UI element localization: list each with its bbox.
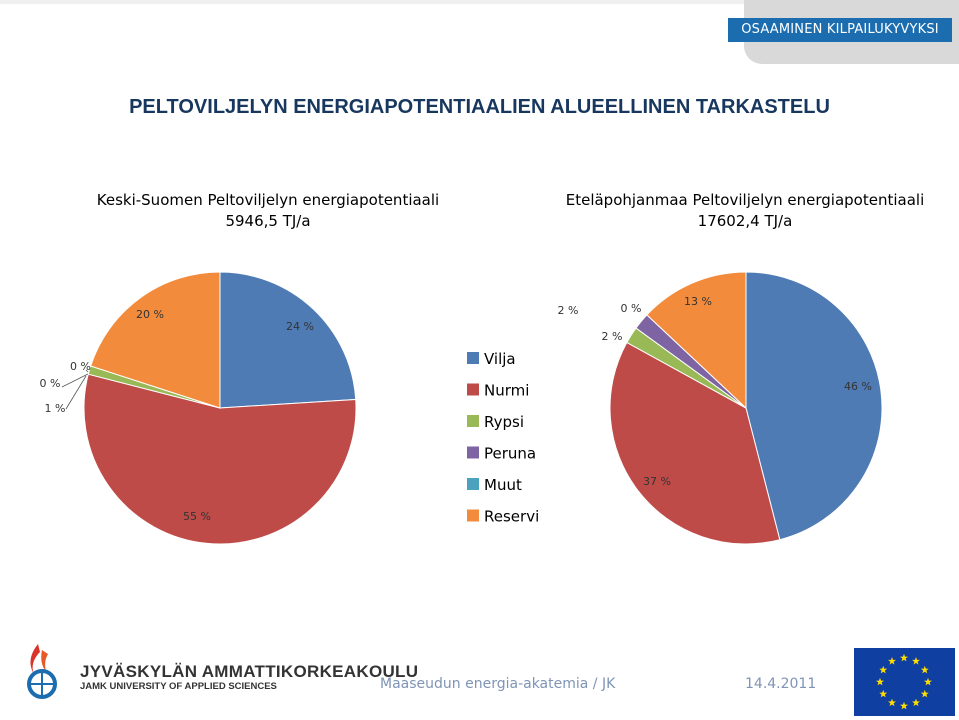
footer-text: Maaseudun energia-akatemia / JK bbox=[380, 676, 616, 692]
pie2-slice-vilja bbox=[745, 271, 883, 541]
pie1-leader-rypsi bbox=[65, 375, 87, 410]
legend-label-rypsi: Rypsi bbox=[484, 413, 524, 431]
legend-label-peruna: Peruna bbox=[484, 445, 536, 463]
jamk-name: JYVÄSKYLÄN AMMATTIKORKEAKOULU bbox=[80, 662, 419, 681]
eu-star-icon bbox=[888, 657, 896, 665]
legend-swatch-vilja bbox=[467, 352, 479, 364]
legend-swatch-peruna bbox=[467, 446, 479, 459]
pie1-label-peruna: 0 % bbox=[70, 360, 91, 373]
eu-star-icon bbox=[879, 689, 888, 698]
pie1-slice-reservi bbox=[90, 271, 221, 409]
eu-star-icon bbox=[920, 665, 929, 674]
legend-swatch-nurmi bbox=[467, 383, 479, 396]
chart-title-left-sub: 5946,5 TJ/a bbox=[225, 212, 311, 230]
pie2-slice-nurmi bbox=[609, 341, 781, 545]
eu-star-icon bbox=[920, 689, 929, 698]
pie2-label-rypsi: 2 % bbox=[602, 330, 623, 343]
legend-label-vilja: Vilja bbox=[484, 350, 516, 368]
chart-title-left: Keski-Suomen Peltoviljelyn energiapotent… bbox=[68, 190, 468, 232]
chart-title-right-sub: 17602,4 TJ/a bbox=[697, 212, 793, 230]
legend-swatch-muut bbox=[467, 478, 479, 490]
pie1-label-muut: 0 % bbox=[40, 377, 61, 390]
eu-star-icon bbox=[900, 701, 908, 710]
chart-title-left-main: Keski-Suomen Peltoviljelyn energiapotent… bbox=[96, 191, 440, 209]
pie2-slice-reservi bbox=[646, 271, 747, 410]
jamk-logo: JYVÄSKYLÄN AMMATTIKORKEAKOULU JAMK UNIVE… bbox=[20, 640, 418, 700]
eu-star-icon bbox=[924, 677, 932, 686]
footer-date: 14.4.2011 bbox=[745, 676, 817, 692]
eu-star-icon bbox=[876, 677, 884, 686]
chart-title-right: Eteläpohjanmaa Peltoviljelyn energiapote… bbox=[530, 190, 959, 232]
eu-star-icon bbox=[912, 657, 920, 665]
pie1-label-rypsi: 1 % bbox=[45, 402, 66, 415]
eu-star-icon bbox=[879, 665, 888, 674]
legend-label-reservi: Reservi bbox=[484, 508, 539, 526]
pie1-label-vilja: 24 % bbox=[286, 320, 314, 333]
pie2-label-nurmi: 37 % bbox=[643, 475, 671, 488]
pie1-leader-muut bbox=[61, 373, 89, 388]
pie1-slice-vilja bbox=[219, 271, 357, 409]
pie1-label-reservi: 20 % bbox=[136, 308, 164, 321]
banner-text: OSAAMINEN KILPAILUKYVYKSI bbox=[728, 18, 952, 42]
legend-swatch-reservi bbox=[467, 509, 479, 522]
legend-label-nurmi: Nurmi bbox=[484, 382, 529, 400]
pie1-slice-nurmi bbox=[83, 373, 357, 545]
pie2-label-peruna: 2 % bbox=[558, 304, 579, 317]
legend-swatch-rypsi bbox=[467, 415, 479, 427]
jamk-emblem-icon bbox=[27, 644, 57, 699]
eu-star-icon bbox=[900, 653, 908, 662]
slide-title: PELTOVILJELYN ENERGIAPOTENTIAALIEN ALUEE… bbox=[129, 96, 830, 118]
eu-star-icon bbox=[912, 698, 920, 707]
pie2-label-muut: 0 % bbox=[621, 302, 642, 315]
pie2-label-reservi: 13 % bbox=[684, 295, 712, 308]
jamk-name-en: JAMK UNIVERSITY OF APPLIED SCIENCES bbox=[80, 681, 277, 692]
eu-stars-icon bbox=[876, 653, 932, 710]
pie2-label-vilja: 46 % bbox=[844, 380, 872, 393]
top-strip bbox=[0, 0, 959, 4]
pie-chart-1: 24 % 55 % 1 % 0 % 0 % 20 % bbox=[40, 271, 357, 545]
header-banner: OSAAMINEN KILPAILUKYVYKSI bbox=[728, 0, 959, 64]
legend: Vilja Nurmi Rypsi Peruna Muut Reservi bbox=[467, 350, 539, 526]
legend-label-muut: Muut bbox=[484, 476, 522, 494]
eu-star-icon bbox=[888, 698, 896, 707]
pie1-leader-peruna bbox=[85, 369, 89, 373]
chart-title-right-main: Eteläpohjanmaa Peltoviljelyn energiapote… bbox=[565, 191, 925, 209]
pie1-label-nurmi: 55 % bbox=[183, 510, 211, 523]
pie-chart-2: 46 % 37 % 2 % 2 % 0 % 13 % bbox=[558, 271, 883, 545]
eu-flag bbox=[854, 648, 955, 716]
